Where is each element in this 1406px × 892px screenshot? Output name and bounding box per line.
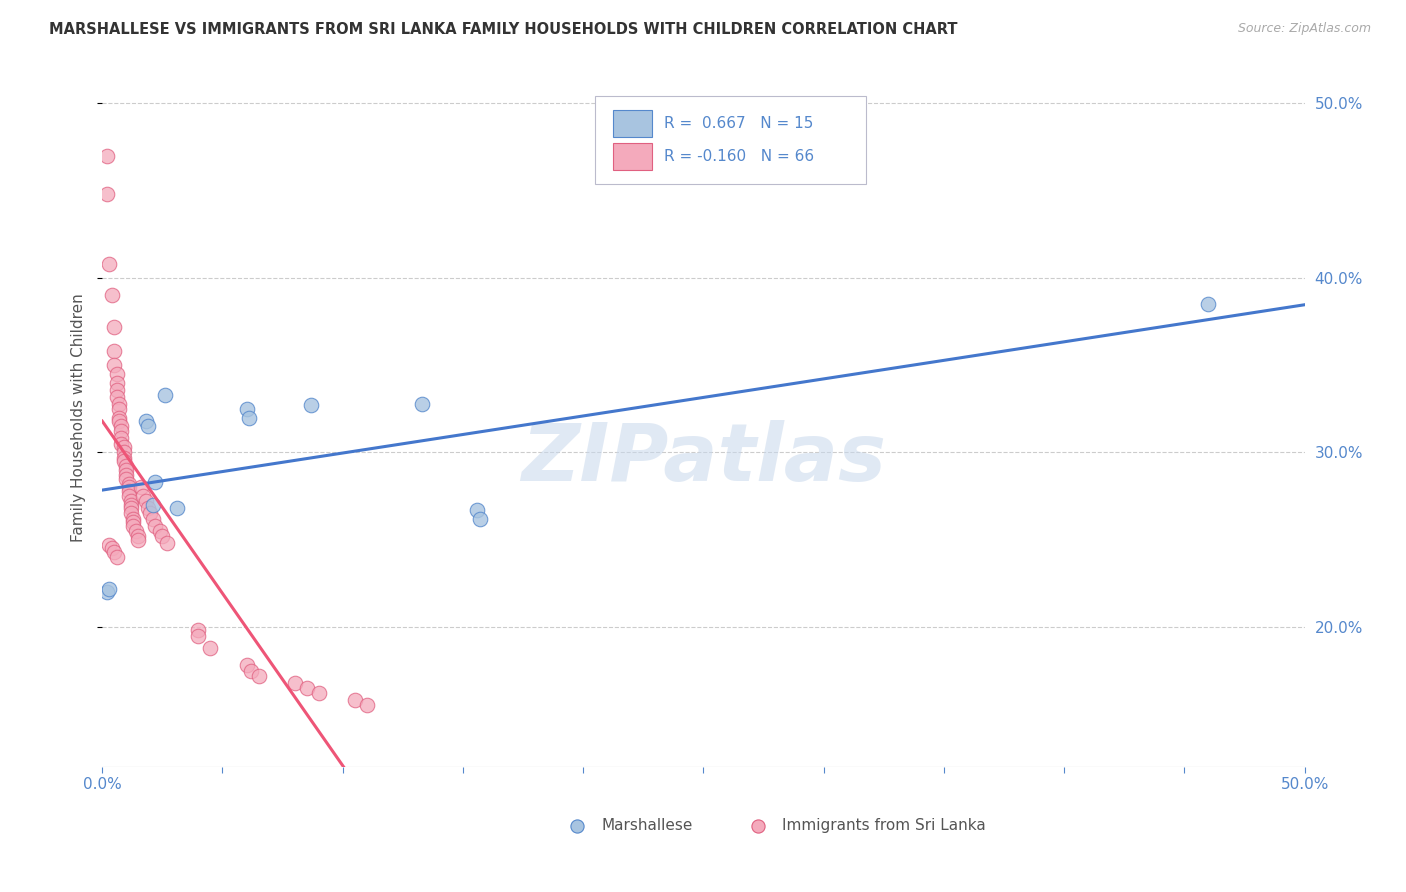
Point [120, 507, 142, 521]
Point [143, 475, 166, 489]
Text: Marshallese: Marshallese [602, 818, 693, 833]
Point [112, 450, 135, 465]
Text: Source: ZipAtlas.com: Source: ZipAtlas.com [1237, 22, 1371, 36]
Point [136, 501, 159, 516]
Point [120, 501, 142, 516]
Point [96, 149, 118, 163]
Point [105, 376, 128, 390]
Point [125, 524, 148, 538]
Point [110, 436, 132, 450]
Point [120, 494, 142, 508]
Point [96, 187, 118, 202]
Point [127, 529, 149, 543]
FancyBboxPatch shape [613, 144, 652, 169]
Point [142, 512, 165, 526]
Point [1198, 297, 1220, 311]
Point [118, 489, 141, 503]
Point [101, 288, 124, 302]
Point [108, 396, 131, 410]
Point [105, 550, 128, 565]
Point [200, 640, 222, 655]
Point [187, 624, 209, 638]
Point [150, 529, 173, 543]
Point [98, 257, 121, 271]
Point [343, 693, 366, 707]
Point [108, 410, 131, 425]
Point [247, 669, 270, 683]
Point [105, 383, 128, 397]
Point [122, 512, 145, 526]
Point [115, 468, 138, 483]
Text: MARSHALLESE VS IMMIGRANTS FROM SRI LANKA FAMILY HOUSEHOLDS WITH CHILDREN CORRELA: MARSHALLESE VS IMMIGRANTS FROM SRI LANKA… [49, 22, 957, 37]
Text: Immigrants from Sri Lanka: Immigrants from Sri Lanka [782, 818, 986, 833]
Point [308, 686, 330, 700]
Point [110, 419, 132, 434]
Point [240, 664, 263, 678]
Point [122, 518, 145, 533]
Y-axis label: Family Households with Children: Family Households with Children [72, 293, 86, 542]
Point [108, 414, 131, 428]
Text: R = -0.160   N = 66: R = -0.160 N = 66 [664, 149, 814, 164]
Point [129, 480, 152, 494]
Point [103, 358, 125, 372]
Point [139, 507, 162, 521]
Point [115, 472, 138, 486]
Point [284, 675, 307, 690]
Point [112, 440, 135, 454]
Point [468, 512, 491, 526]
Point [301, 398, 323, 412]
Point [105, 367, 128, 381]
Point [96, 585, 118, 599]
Point [156, 536, 179, 550]
Point [132, 489, 155, 503]
Point [108, 401, 131, 416]
Point [115, 463, 138, 477]
Point [115, 459, 138, 474]
Point [238, 410, 260, 425]
Point [235, 401, 257, 416]
Point [166, 501, 188, 516]
Point [110, 432, 132, 446]
Point [101, 541, 124, 556]
Point [295, 681, 318, 695]
Text: ZIPatlas: ZIPatlas [522, 420, 886, 499]
Point [105, 390, 128, 404]
Point [467, 503, 489, 517]
Point [136, 419, 159, 434]
Point [411, 396, 433, 410]
Text: R =  0.667   N = 15: R = 0.667 N = 15 [664, 116, 813, 131]
Point [142, 498, 165, 512]
Point [103, 545, 125, 559]
Point [103, 344, 125, 359]
Point [187, 629, 209, 643]
Point [98, 582, 121, 596]
Point [122, 515, 145, 529]
Point [110, 425, 132, 439]
Point [134, 494, 156, 508]
Point [120, 498, 142, 512]
Point [118, 483, 141, 498]
Point [103, 319, 125, 334]
Point [127, 533, 149, 547]
Point [98, 538, 121, 552]
Point [112, 454, 135, 468]
Point [134, 414, 156, 428]
Point [235, 658, 257, 673]
FancyBboxPatch shape [613, 111, 652, 137]
Point [149, 524, 172, 538]
Point [118, 476, 141, 491]
Point [143, 518, 166, 533]
Point [118, 480, 141, 494]
Point [356, 698, 378, 713]
Point [153, 388, 176, 402]
FancyBboxPatch shape [595, 96, 866, 184]
Point [112, 445, 135, 459]
